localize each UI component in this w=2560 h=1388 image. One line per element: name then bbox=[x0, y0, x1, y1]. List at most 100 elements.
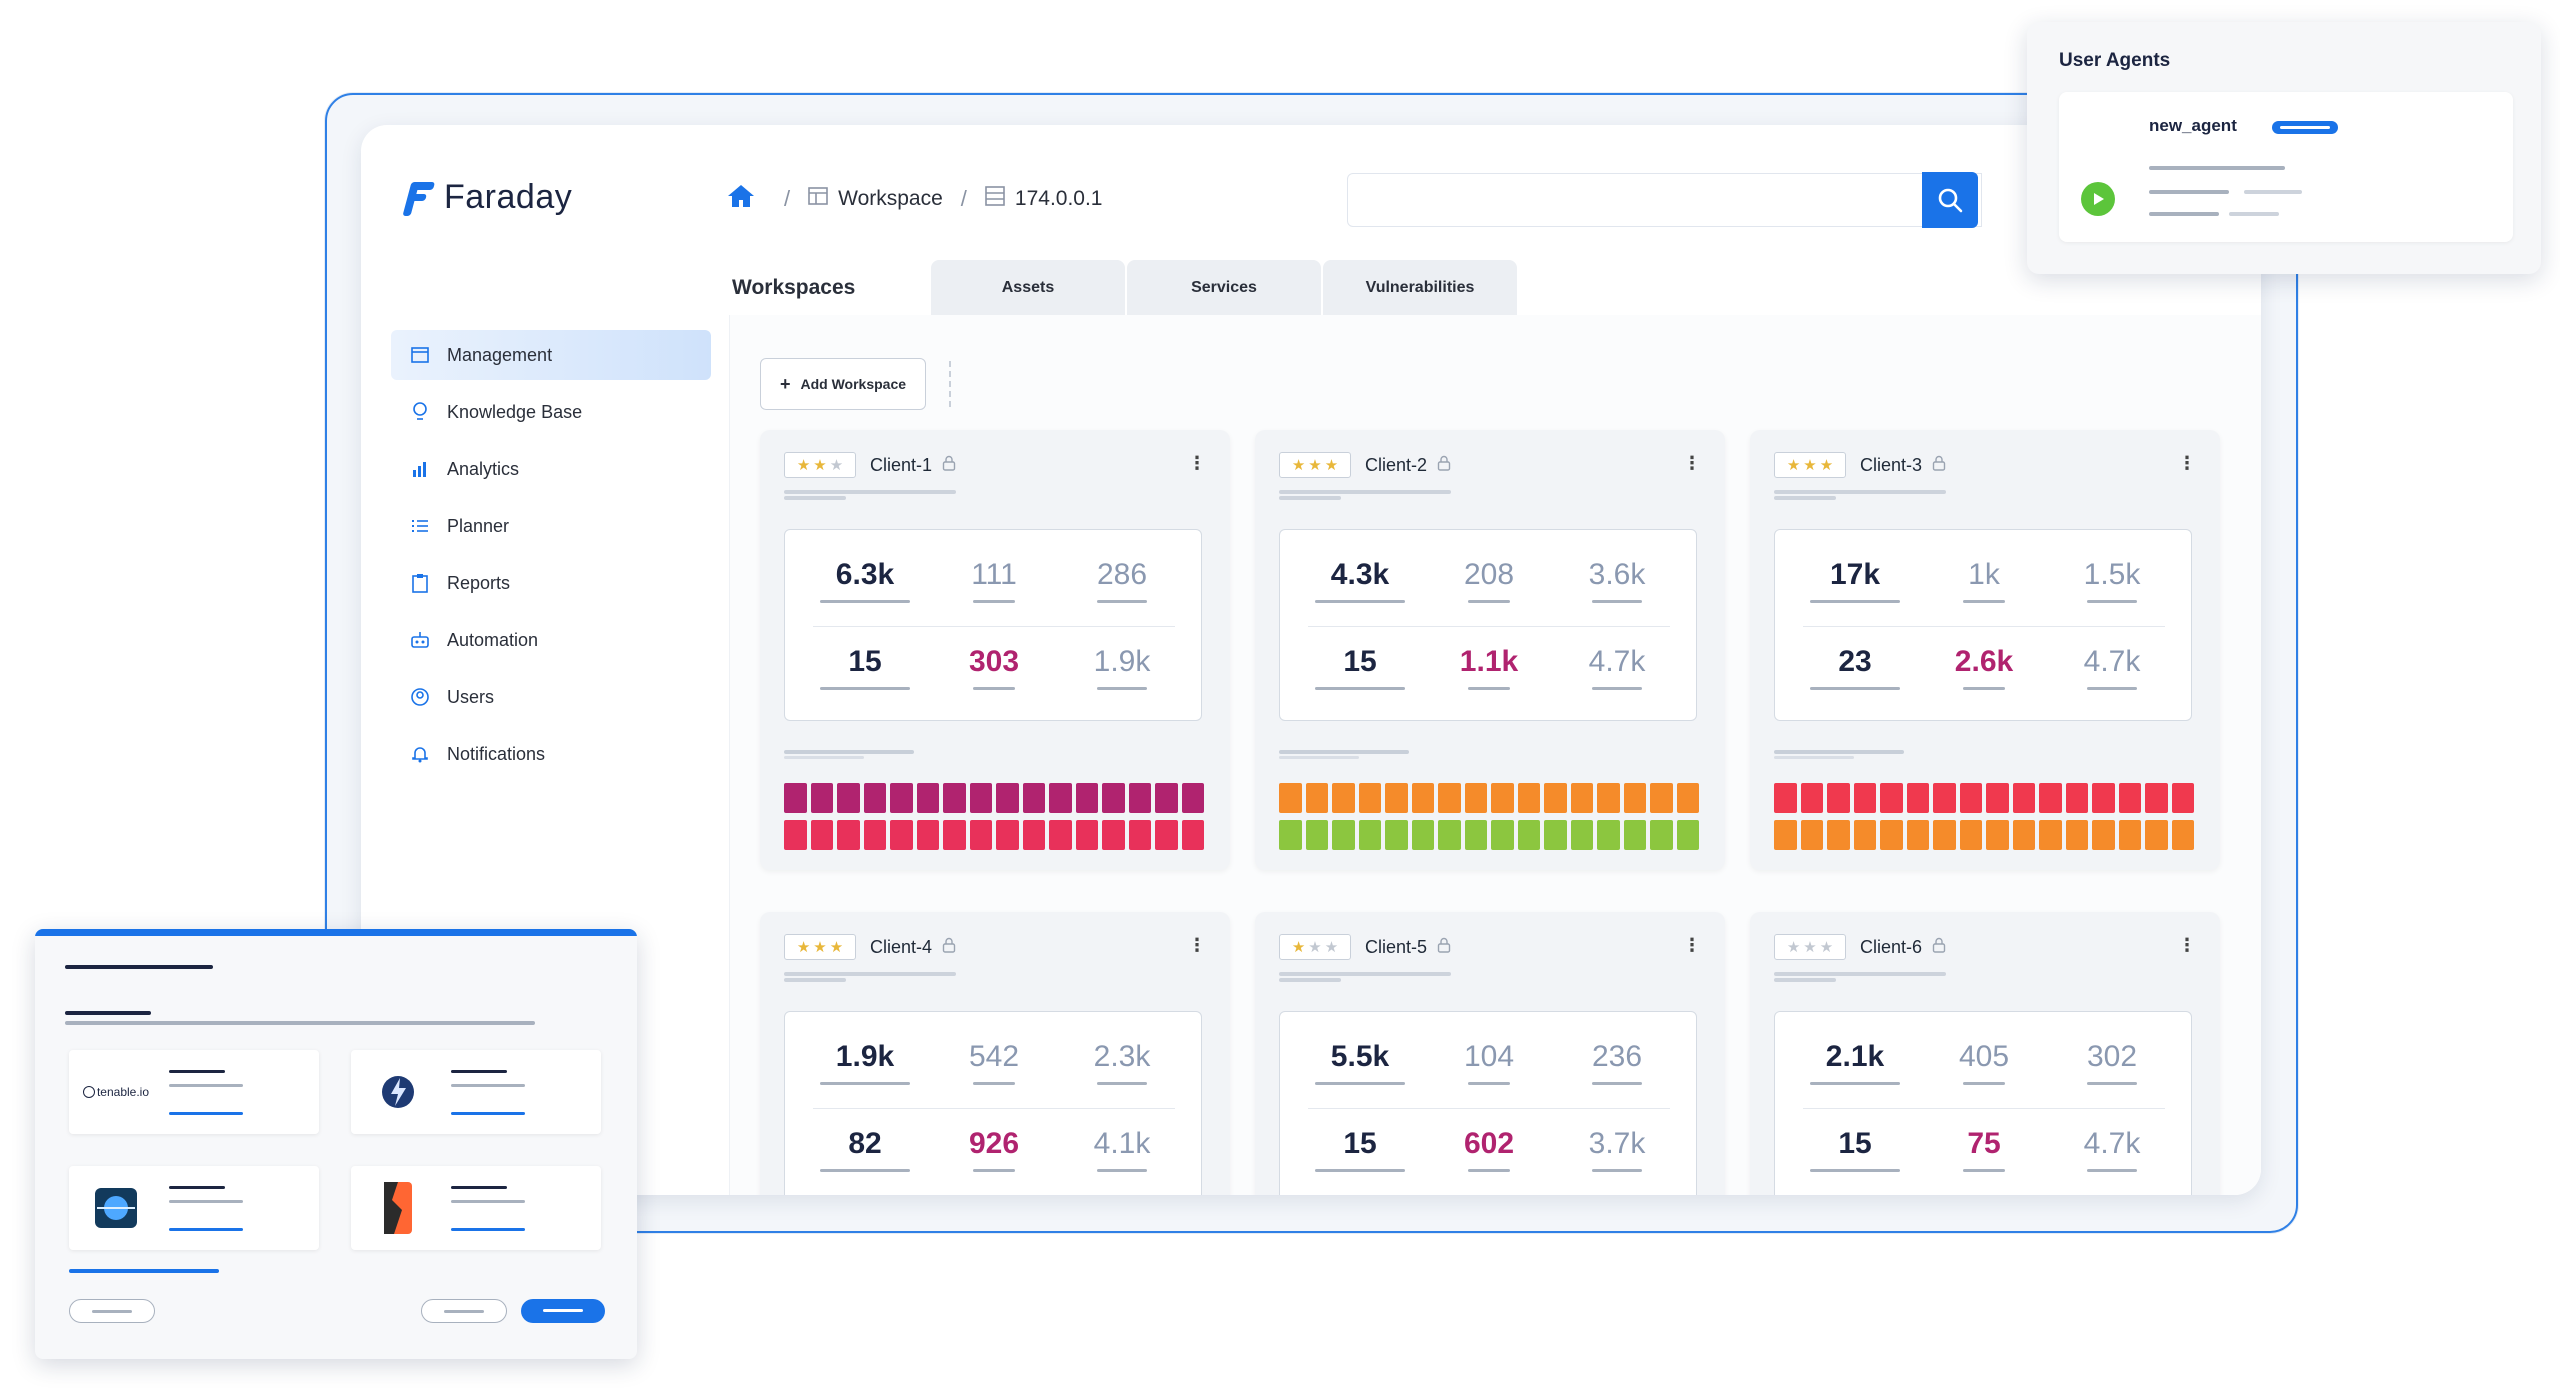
agent-detail-line bbox=[2244, 190, 2302, 194]
star-icon[interactable]: ★ bbox=[1291, 457, 1306, 474]
more-options-icon[interactable]: ⋮ bbox=[1188, 935, 1206, 955]
workspace-stat: 542 bbox=[929, 1040, 1059, 1085]
sidebar-item-management[interactable]: Management bbox=[391, 330, 711, 380]
agent-name: new_agent bbox=[2149, 116, 2237, 135]
tab-services[interactable]: Services bbox=[1127, 260, 1321, 315]
integration-card-3[interactable] bbox=[69, 1166, 319, 1250]
workspace-name[interactable]: Client-3 bbox=[1860, 454, 1923, 475]
lock-icon[interactable] bbox=[1437, 937, 1451, 958]
star-icon[interactable]: ★ bbox=[796, 939, 811, 956]
star-icon[interactable]: ★ bbox=[1803, 939, 1817, 956]
sidebar-item-planner[interactable]: Planner bbox=[391, 501, 711, 551]
add-workspace-button[interactable]: + Add Workspace bbox=[760, 358, 926, 410]
workspace-description-line bbox=[1774, 496, 1836, 500]
workspace-name[interactable]: Client-4 bbox=[870, 936, 933, 957]
workspace-card[interactable]: ★ ★ ★ Client-2 ⋮ 4.3k 208 3.6k 15 1.1k 4.7k bbox=[1255, 430, 1725, 870]
more-options-icon[interactable]: ⋮ bbox=[1188, 453, 1206, 473]
lock-icon[interactable] bbox=[1437, 455, 1451, 476]
search-input[interactable] bbox=[1347, 173, 1982, 227]
star-icon[interactable]: ★ bbox=[1786, 939, 1801, 956]
lock-icon[interactable] bbox=[942, 937, 956, 958]
workspace-stat: 1.9k bbox=[800, 1040, 930, 1085]
workspace-name[interactable]: Client-1 bbox=[870, 454, 933, 475]
lock-icon[interactable] bbox=[942, 455, 956, 476]
workspace-name[interactable]: Client-6 bbox=[1860, 936, 1923, 957]
workspace-card[interactable]: ★ ★ ★ Client-3 ⋮ 17k 1k 1.5k 23 2.6k 4.7k bbox=[1750, 430, 2220, 870]
workspace-stat: 1.1k bbox=[1424, 645, 1554, 690]
star-icon[interactable]: ★ bbox=[1308, 457, 1322, 474]
rating-stars[interactable]: ★ ★ ★ bbox=[784, 934, 856, 960]
breadcrumb-separator: / bbox=[960, 186, 967, 211]
sidebar-item-reports[interactable]: Reports bbox=[391, 558, 711, 608]
star-icon[interactable]: ★ bbox=[1324, 939, 1339, 956]
severity-label-line bbox=[1279, 750, 1409, 754]
severity-label-line bbox=[1774, 750, 1904, 754]
run-agent-button[interactable] bbox=[2081, 182, 2115, 216]
star-icon[interactable]: ★ bbox=[829, 939, 844, 956]
star-icon[interactable]: ★ bbox=[1324, 457, 1339, 474]
workspace-stat: 15 bbox=[1790, 1127, 1920, 1172]
workspace-stat: 6.3k bbox=[800, 558, 930, 603]
tab-workspaces[interactable]: Workspaces bbox=[729, 260, 929, 315]
star-icon[interactable]: ★ bbox=[1308, 939, 1322, 956]
integration-card-2[interactable] bbox=[351, 1050, 601, 1134]
lock-icon[interactable] bbox=[1932, 455, 1946, 476]
workspace-description-line bbox=[1279, 972, 1451, 976]
rating-stars[interactable]: ★ ★ ★ bbox=[784, 452, 856, 478]
back-button[interactable] bbox=[69, 1299, 155, 1323]
workspace-card[interactable]: ★ ★ ★ Client-4 ⋮ 1.9k 542 2.3k 82 926 4.1k bbox=[760, 912, 1230, 1195]
sidebar-item-users[interactable]: Users bbox=[391, 672, 711, 722]
star-icon[interactable]: ★ bbox=[829, 457, 844, 474]
more-options-icon[interactable]: ⋮ bbox=[2178, 935, 2196, 955]
workspace-name[interactable]: Client-2 bbox=[1365, 454, 1428, 475]
confirm-button[interactable] bbox=[521, 1299, 605, 1323]
breadcrumb: / Workspace / 174.0.0.1 bbox=[726, 183, 1103, 215]
workspace-description-line bbox=[784, 496, 846, 500]
home-icon[interactable] bbox=[726, 183, 756, 215]
sidebar-item-knowledge-base[interactable]: Knowledge Base bbox=[391, 387, 711, 437]
sidebar-item-analytics[interactable]: Analytics bbox=[391, 444, 711, 494]
sidebar-item-label: Knowledge Base bbox=[447, 401, 583, 422]
workspace-card[interactable]: ★ ★ ★ Client-6 ⋮ 2.1k 405 302 15 75 4.7k bbox=[1750, 912, 2220, 1195]
rating-stars[interactable]: ★ ★ ★ bbox=[1279, 452, 1351, 478]
cancel-button[interactable] bbox=[421, 1299, 507, 1323]
tab-vulnerabilities[interactable]: Vulnerabilities bbox=[1323, 260, 1517, 315]
star-icon[interactable]: ★ bbox=[1291, 939, 1306, 956]
more-options-icon[interactable]: ⋮ bbox=[2178, 453, 2196, 473]
workspace-stat: 15 bbox=[1295, 645, 1425, 690]
rating-stars[interactable]: ★ ★ ★ bbox=[1774, 452, 1846, 478]
star-icon[interactable]: ★ bbox=[1786, 457, 1801, 474]
star-icon[interactable]: ★ bbox=[796, 457, 811, 474]
faraday-logo[interactable]: Faraday bbox=[402, 178, 572, 217]
workspace-card[interactable]: ★ ★ ★ Client-5 ⋮ 5.5k 104 236 15 602 3.7k bbox=[1255, 912, 1725, 1195]
rating-stars[interactable]: ★ ★ ★ bbox=[1279, 934, 1351, 960]
integration-card-4[interactable] bbox=[351, 1166, 601, 1250]
rating-stars[interactable]: ★ ★ ★ bbox=[1774, 934, 1846, 960]
search-button[interactable] bbox=[1922, 172, 1978, 228]
vulnerability-heat-bar bbox=[784, 820, 1204, 850]
workspace-card[interactable]: ★ ★ ★ Client-1 ⋮ 6.3k 111 286 15 303 1.9k bbox=[760, 430, 1230, 870]
star-icon[interactable]: ★ bbox=[813, 939, 827, 956]
breadcrumb-host[interactable]: 174.0.0.1 bbox=[1014, 187, 1103, 210]
star-icon[interactable]: ★ bbox=[813, 457, 827, 474]
agent-card[interactable]: new_agent bbox=[2059, 92, 2513, 242]
star-icon[interactable]: ★ bbox=[1819, 457, 1834, 474]
breadcrumb-workspace[interactable]: Workspace bbox=[838, 187, 943, 210]
sidebar-item-notifications[interactable]: Notifications bbox=[391, 729, 711, 779]
network-logo-icon bbox=[81, 1186, 151, 1230]
workspace-name[interactable]: Client-5 bbox=[1365, 936, 1428, 957]
clipboard-icon bbox=[409, 573, 431, 593]
user-circle-icon bbox=[409, 688, 431, 706]
lock-icon[interactable] bbox=[1932, 937, 1946, 958]
more-options-icon[interactable]: ⋮ bbox=[1683, 935, 1701, 955]
star-icon[interactable]: ★ bbox=[1803, 457, 1817, 474]
tab-assets[interactable]: Assets bbox=[931, 260, 1125, 315]
sidebar-item-label: Notifications bbox=[447, 743, 546, 764]
sidebar-item-label: Users bbox=[447, 686, 495, 707]
star-icon[interactable]: ★ bbox=[1819, 939, 1834, 956]
integration-card-tenable[interactable]: tenable.io bbox=[69, 1050, 319, 1134]
panel-accent-bar bbox=[35, 929, 637, 936]
sidebar-item-automation[interactable]: Automation bbox=[391, 615, 711, 665]
severity-label-line bbox=[1774, 756, 1854, 759]
more-options-icon[interactable]: ⋮ bbox=[1683, 453, 1701, 473]
